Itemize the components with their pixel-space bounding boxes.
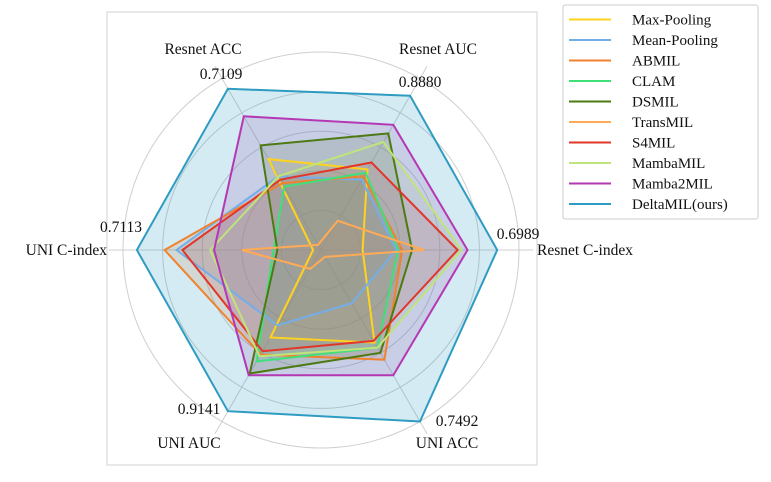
legend-label: S4MIL — [632, 136, 675, 152]
axis-spoke — [214, 249, 322, 434]
legend-label: MambaMIL — [632, 156, 705, 172]
legend: Max-Pooling Mean-Pooling ABMIL CLAM DSMIL Tra… — [562, 4, 759, 220]
legend-item: MambaMIL — [569, 156, 705, 172]
axis-label: Resnet ACC — [164, 41, 241, 58]
legend-label: Max-Pooling — [632, 13, 712, 29]
axis-max-label: 0.7109 — [200, 66, 243, 83]
axis-max-label: 0.8880 — [399, 74, 442, 91]
legend-item: Max-Pooling — [569, 13, 712, 29]
axis-label: Resnet C-index — [537, 242, 633, 259]
series-line-deltamil-ours- — [135, 87, 499, 423]
series-fill — [256, 172, 399, 362]
series-line-transmil — [241, 219, 425, 271]
legend-label: TransMIL — [632, 115, 693, 131]
legend-item: DSMIL — [569, 95, 679, 111]
legend-item: CLAM — [569, 74, 675, 90]
axis-max-label: 0.7113 — [100, 219, 142, 236]
legend-label: DeltaMIL(ours) — [632, 197, 728, 213]
series-line-mambamil — [208, 140, 463, 358]
series-fill — [176, 176, 397, 326]
legend-box — [562, 4, 759, 220]
axis-max-label: 0.7492 — [436, 413, 479, 430]
legend-item: DeltaMIL(ours) — [569, 197, 728, 213]
series-fill — [268, 159, 375, 343]
series-line-abmil — [163, 175, 404, 361]
series-line-mean-pooling — [174, 175, 398, 327]
series-fill — [241, 220, 424, 269]
legend-label: Mean-Pooling — [632, 33, 718, 49]
legend-label: DSMIL — [632, 95, 679, 111]
legend-item: Mamba2MIL — [569, 177, 713, 193]
legend-item: TransMIL — [569, 115, 693, 131]
legend-label: Mamba2MIL — [632, 177, 713, 193]
axis-spoke — [320, 66, 428, 251]
axis-label: UNI ACC — [416, 435, 478, 452]
legend-item: Mean-Pooling — [569, 33, 718, 49]
legend-item: S4MIL — [569, 136, 675, 152]
axis-max-label: 0.6989 — [497, 226, 540, 243]
axis-max-label: 0.9141 — [178, 401, 221, 418]
legend-label: ABMIL — [632, 54, 680, 70]
series-fill — [182, 162, 458, 352]
plot-frame — [106, 11, 538, 466]
axis-label: UNI C-index — [26, 242, 108, 259]
series-line-dsmil — [248, 132, 414, 375]
legend-label: CLAM — [632, 74, 675, 90]
axis-label: Resnet AUC — [399, 41, 477, 58]
series-line-mamba2mil — [213, 115, 469, 377]
series-fill — [210, 142, 462, 357]
axis-label: UNI AUC — [157, 435, 220, 452]
series-line-max-pooling — [266, 157, 376, 344]
legend-item: ABMIL — [569, 54, 680, 70]
series-fill — [136, 88, 498, 422]
series-line-s4mil — [180, 161, 459, 353]
